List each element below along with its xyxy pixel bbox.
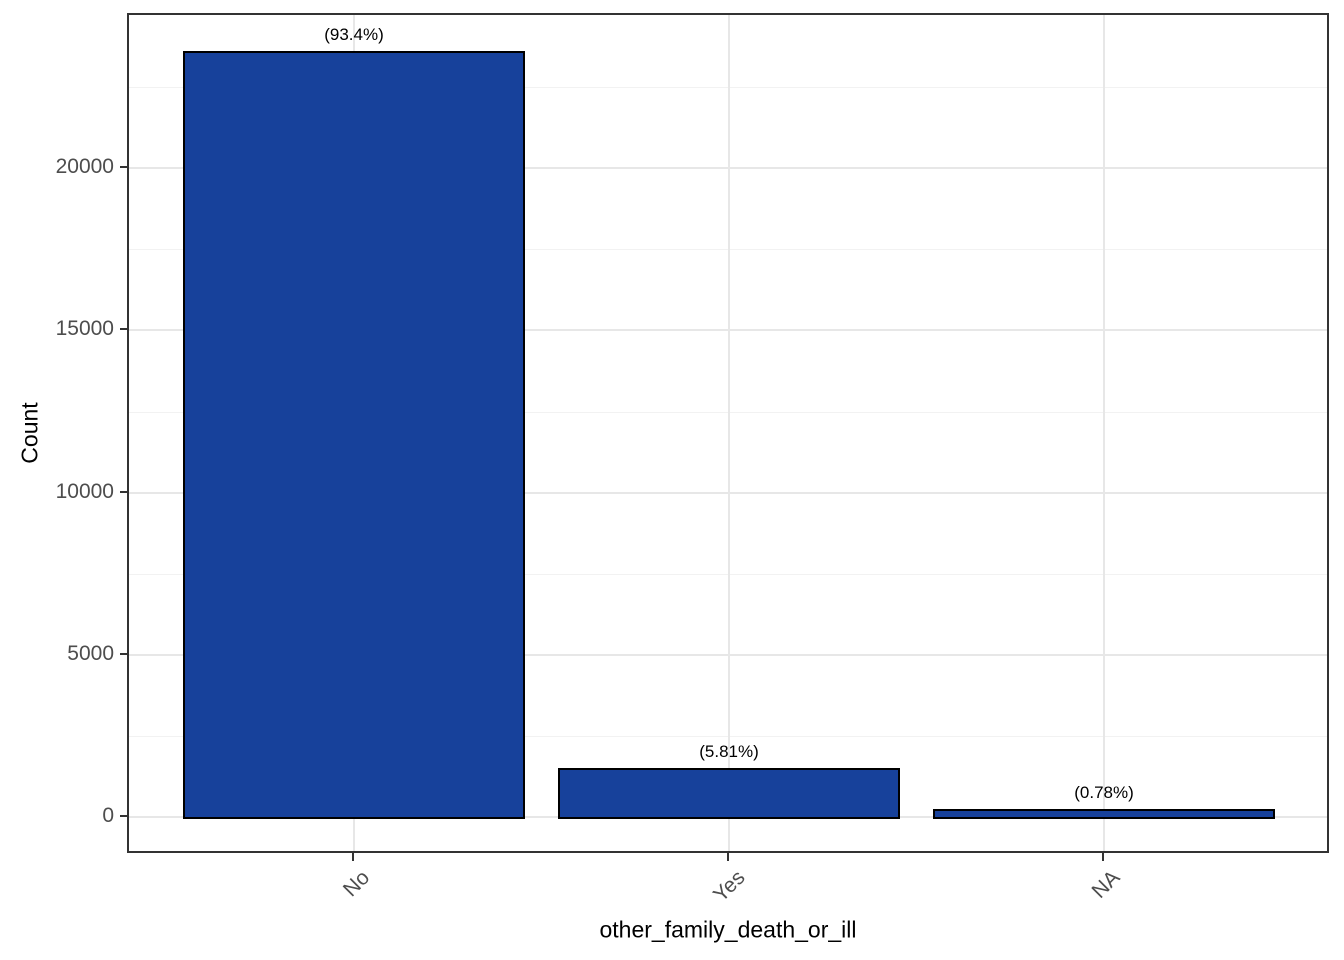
y-axis-title: Count [16,402,43,464]
y-tick-label: 0 [102,804,114,827]
bar-percentage-label: (5.81%) [699,742,759,761]
y-tick-mark-15000 [120,328,127,330]
y-tick-label: 15000 [55,317,114,340]
x-tick-label: Yes [708,866,750,907]
bar-percentage-label: (0.78%) [1074,783,1134,802]
gridline-vertical-yes [728,15,730,851]
gridline-vertical-na [1103,15,1105,851]
y-tick-mark-10000 [120,491,127,493]
x-tick-mark-no [352,853,354,861]
x-tick-label: NA [1087,866,1125,903]
bar-na [933,809,1275,819]
x-axis-title: other_family_death_or_ill [599,916,857,943]
y-tick-mark-5000 [120,653,127,655]
x-tick-label: No [339,866,375,902]
plot-panel: (93.4%) (5.81%) (0.78%) [127,13,1329,853]
x-tick-mark-na [1102,853,1104,861]
y-tick-label: 20000 [55,155,114,178]
bar-yes [558,768,900,819]
y-tick-mark-20000 [120,166,127,168]
bar-percentage-label: (93.4%) [324,25,384,44]
x-tick-mark-yes [727,853,729,861]
bar-no [183,51,525,819]
y-tick-label: 10000 [55,480,114,503]
bar-layer: (93.4%) (5.81%) (0.78%) [129,15,1327,851]
y-tick-label: 5000 [67,642,114,665]
y-tick-mark-0 [120,815,127,817]
